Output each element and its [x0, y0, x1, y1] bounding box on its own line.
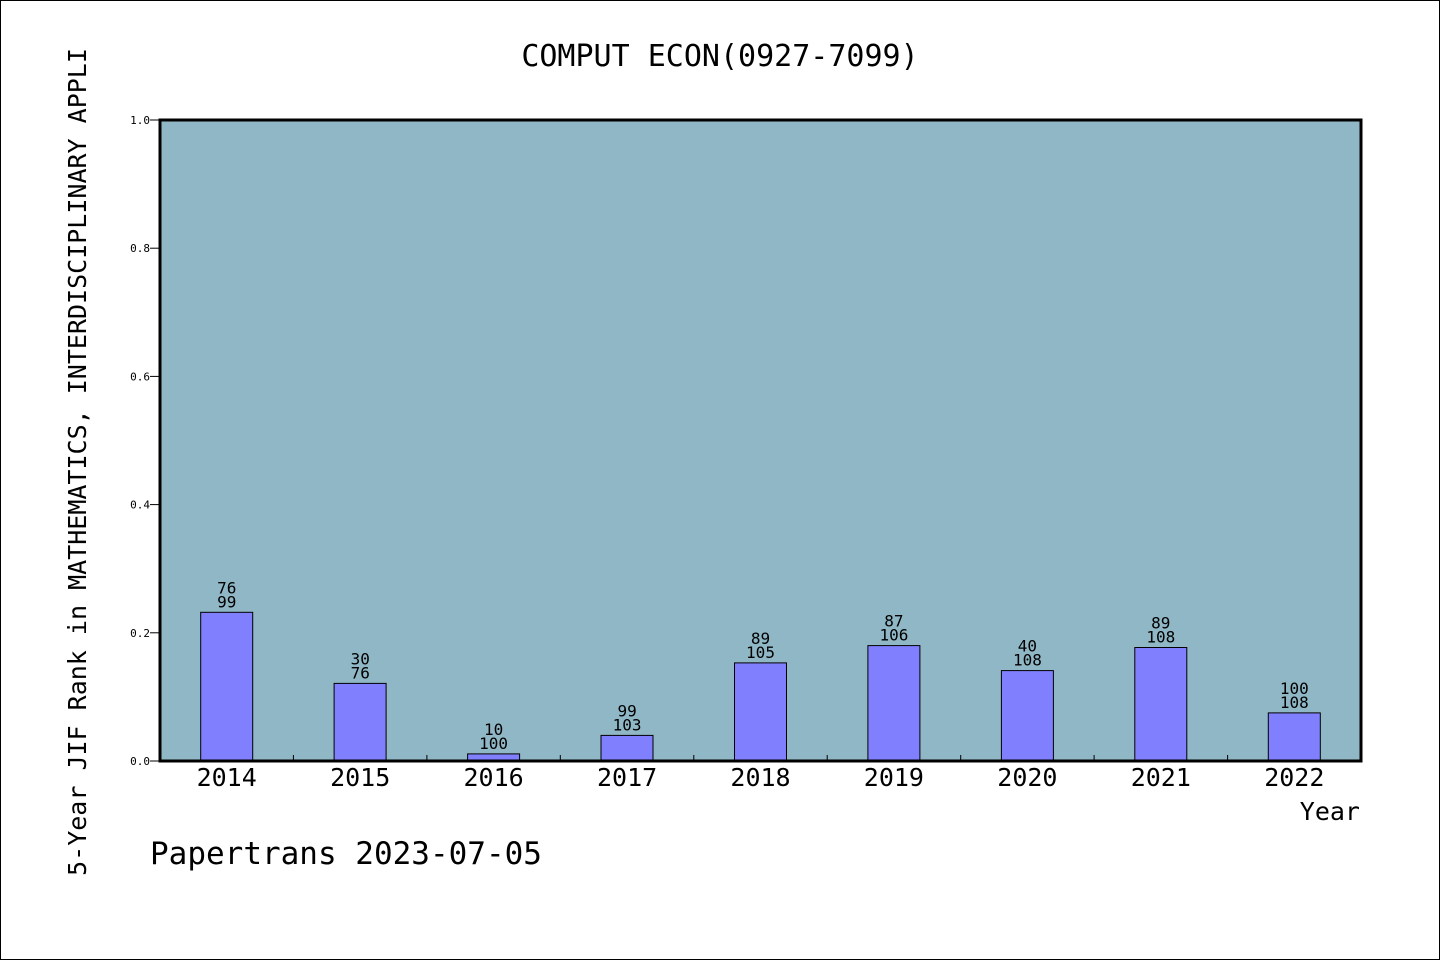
- bar-label-bottom-2021: 108: [1146, 628, 1175, 647]
- bar-label-top-2018: 89: [751, 629, 770, 648]
- bar-2015: [333, 682, 387, 762]
- x-axis: 2014 2015 2016 2017 2018 2019 2020 2021 2022: [197, 755, 1324, 792]
- x-tick-label-2017: 2017: [597, 763, 657, 792]
- bar-label-top-2015: 30: [351, 649, 370, 668]
- y-tick-label-0.2: 0.2: [130, 627, 150, 640]
- bar-label-bottom-2020: 108: [1013, 651, 1042, 670]
- bar-label-bottom-2014: 99: [217, 592, 236, 611]
- y-tick-label-1.0: 1.0: [130, 114, 150, 127]
- y-tick-label-0.0: 0.0: [130, 755, 150, 768]
- y-axis: 0.0 0.2 0.4 0.6 0.8 1.0: [130, 114, 160, 768]
- plot-border: [158, 118, 1363, 763]
- bar-label-bottom-2019: 106: [879, 626, 908, 645]
- x-tick-label-2014: 2014: [197, 763, 257, 792]
- bar-label-top-2019: 87: [884, 612, 903, 631]
- bar-label-bottom-2022: 108: [1280, 693, 1309, 712]
- bars-group: [200, 611, 1321, 762]
- bar-label-top-2022: 100: [1280, 679, 1309, 698]
- bar-2019: [867, 645, 921, 762]
- x-tick-label-2020: 2020: [997, 763, 1057, 792]
- y-tick-label-0.6: 0.6: [130, 370, 150, 383]
- bar-labels-group: 7699307610100991038910587106401088910810…: [217, 578, 1309, 753]
- x-tick-label-2015: 2015: [330, 763, 390, 792]
- x-tick-label-2016: 2016: [463, 763, 523, 792]
- chart-title: COMPUT ECON(0927-7099): [521, 39, 918, 74]
- bar-label-top-2016: 10: [484, 720, 503, 739]
- bar-2021: [1134, 647, 1188, 762]
- bar-2020: [1000, 670, 1054, 762]
- x-axis-label: Year: [1300, 797, 1360, 826]
- bar-label-bottom-2016: 100: [479, 734, 508, 753]
- bar-label-top-2020: 40: [1018, 637, 1037, 656]
- bar-label-top-2021: 89: [1151, 614, 1170, 633]
- bar-2018: [734, 662, 787, 762]
- bar-label-bottom-2017: 103: [613, 715, 642, 734]
- y-tick-label-0.8: 0.8: [130, 242, 150, 255]
- bar-label-top-2017: 99: [617, 701, 636, 720]
- x-tick-label-2022: 2022: [1264, 763, 1324, 792]
- y-axis-label: 5-Year JIF Rank in MATHEMATICS, INTERDIS…: [63, 48, 92, 876]
- x-tick-label-2018: 2018: [730, 763, 790, 792]
- x-tick-label-2019: 2019: [864, 763, 924, 792]
- footer-credit: Papertrans 2023-07-05: [150, 836, 542, 872]
- bar-label-bottom-2015: 76: [351, 663, 370, 682]
- bar-2022: [1267, 712, 1321, 762]
- x-tick-label-2021: 2021: [1131, 763, 1191, 792]
- y-tick-label-0.4: 0.4: [130, 499, 150, 512]
- bar-2014: [200, 611, 254, 762]
- bar-2017: [600, 734, 654, 762]
- bar-label-bottom-2018: 105: [746, 643, 775, 662]
- bar-label-top-2014: 76: [217, 578, 236, 597]
